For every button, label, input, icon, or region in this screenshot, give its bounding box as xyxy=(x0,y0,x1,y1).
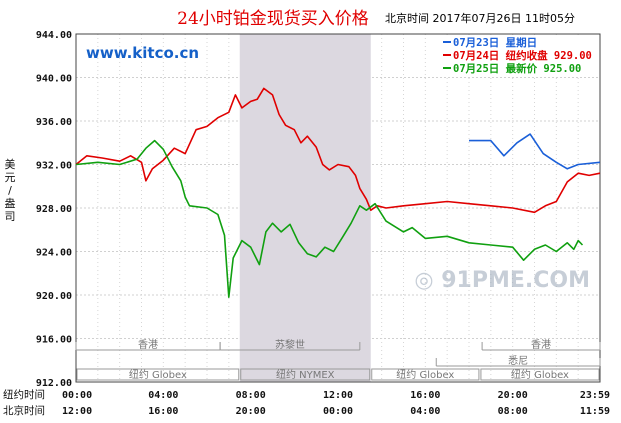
y-tick-label: 940.00 xyxy=(36,74,72,85)
x-tick-label: 00:00 xyxy=(323,406,353,417)
x-tick-label: 08:00 xyxy=(236,390,266,401)
chart-subtitle: 北京时间 2017年07月26日 11时05分 xyxy=(385,11,575,25)
legend-box xyxy=(440,35,599,76)
session-box xyxy=(76,368,240,381)
y-tick-label: 912.00 xyxy=(36,378,72,389)
session-box xyxy=(240,368,371,381)
series-line-0 xyxy=(75,87,601,214)
y-axis-label-char: 盎 xyxy=(5,196,16,210)
legend-entry: 07月23日 星期日 xyxy=(453,36,537,49)
x-tick-label: 20:00 xyxy=(236,406,266,417)
y-tick-label: 920.00 xyxy=(36,291,72,302)
legend-entry: 07月25日 最新价 925.00 xyxy=(453,62,581,75)
session-label: 纽约 Globex xyxy=(396,368,454,381)
brand-watermark: ◎ 91PME.COM xyxy=(414,268,590,293)
session-label: 苏黎世 xyxy=(275,338,305,351)
x-tick-label: 08:00 xyxy=(498,406,528,417)
x-tick-label: 00:00 xyxy=(62,390,92,401)
session-label: 纽约 Globex xyxy=(511,368,569,381)
series-layer xyxy=(75,87,601,298)
chart-title: 24小时铂金现货买入价格 xyxy=(177,9,369,29)
y-axis-label-char: 司 xyxy=(5,210,16,223)
y-tick-label: 916.00 xyxy=(36,335,72,346)
plot-frame xyxy=(75,33,601,383)
y-axis-label: 美元/盎司 xyxy=(5,158,16,223)
y-axis-label-char: 元 xyxy=(5,171,16,184)
session-label: 香港 xyxy=(138,339,158,351)
x-tick-label: 16:00 xyxy=(148,406,178,417)
session-box xyxy=(371,368,480,381)
y-axis-ticks: 944.00 940.00 936.00 932.00 928.00 924.00 920.… xyxy=(36,30,72,389)
x-tick-label: 04:00 xyxy=(410,406,440,417)
legend-entry: 07月24日 纽约收盘 929.00 xyxy=(453,49,592,62)
x-tick-label: 12:00 xyxy=(62,406,92,417)
x-tick-label: 04:00 xyxy=(148,390,178,401)
series-line-1 xyxy=(75,139,584,298)
y-tick-label: 928.00 xyxy=(36,204,72,215)
x-axis-row-label: 北京时间 xyxy=(3,404,45,417)
y-tick-label: 932.00 xyxy=(36,161,72,172)
series-line-2 xyxy=(469,133,601,170)
x-tick-label: 11:59 xyxy=(580,406,610,417)
x-tick-label: 16:00 xyxy=(410,390,440,401)
x-tick-label: 20:00 xyxy=(498,390,528,401)
session-box xyxy=(480,368,600,381)
session-label: 纽约 NYMEX xyxy=(276,368,335,381)
session-label: 纽约 Globex xyxy=(129,368,187,381)
site-watermark: www.kitco.cn xyxy=(86,44,199,62)
session-label: 香港 xyxy=(531,339,551,351)
x-tick-label: 12:00 xyxy=(323,390,353,401)
y-tick-label: 924.00 xyxy=(36,248,72,259)
y-tick-label: 944.00 xyxy=(36,30,72,41)
x-tick-label: 23:59 xyxy=(580,390,610,401)
shaded-time-region xyxy=(239,34,371,382)
session-label: 悉尼 xyxy=(508,355,528,367)
x-axis-row-label: 纽约时间 xyxy=(3,388,45,401)
x-axis-rows: 纽约时间 00:00 04:00 08:00 12:00 16:00 20:00 23:59 北… xyxy=(3,388,610,417)
y-axis-label-char: / xyxy=(8,184,12,197)
y-tick-label: 936.00 xyxy=(36,117,72,128)
y-axis-label-char: 美 xyxy=(5,158,16,171)
